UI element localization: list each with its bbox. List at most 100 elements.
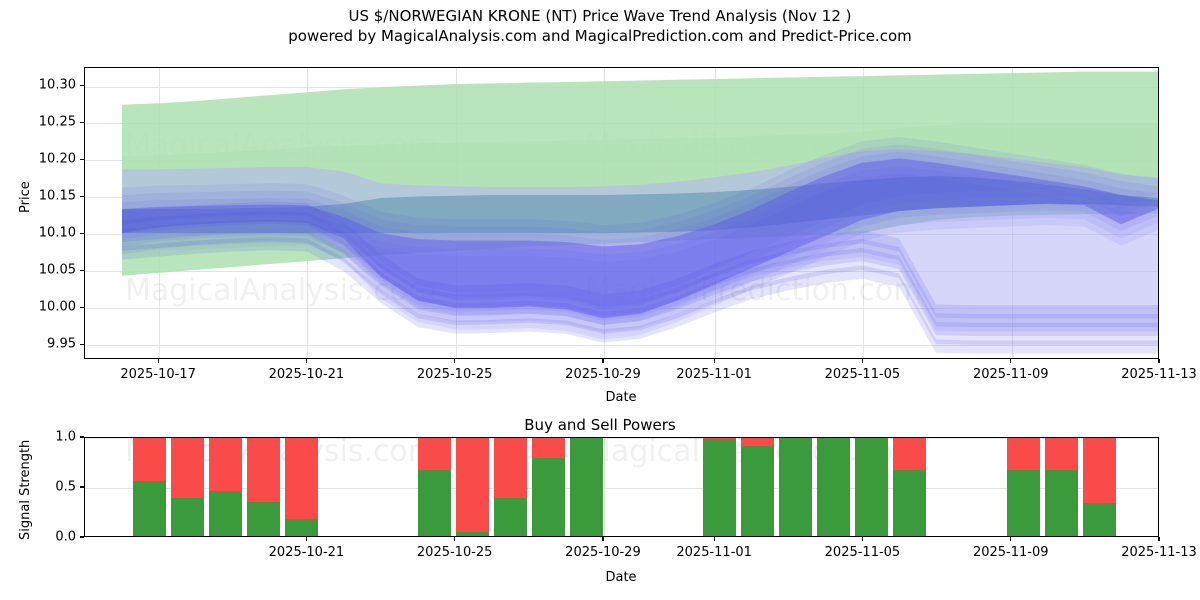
- price-y-tick-mark: [80, 343, 84, 345]
- price-x-tick-mark: [602, 359, 604, 363]
- signal-bar[interactable]: [456, 438, 489, 536]
- price-x-tick-mark: [305, 359, 307, 363]
- buy-power-segment: [1083, 503, 1116, 536]
- signal-y-tick-mark: [80, 436, 84, 438]
- price-y-tick-mark: [80, 121, 84, 124]
- sell-power-segment: [418, 438, 451, 470]
- sell-power-segment: [1083, 438, 1116, 503]
- signal-bar[interactable]: [703, 438, 736, 536]
- price-y-tick-mark: [80, 232, 84, 234]
- signal-bar[interactable]: [285, 438, 318, 536]
- signal-bar[interactable]: [532, 438, 565, 536]
- signal-gridline-h: [85, 488, 1158, 489]
- sell-power-segment: [494, 438, 527, 498]
- signal-y-tick-label: 1.0: [55, 429, 76, 445]
- price-wave-strand: [122, 137, 1158, 303]
- signal-x-tick-label: 2025-10-25: [416, 545, 493, 560]
- buy-power-segment: [171, 498, 204, 536]
- price-x-tick-mark: [861, 359, 864, 363]
- buy-power-segment: [456, 532, 489, 536]
- signal-y-tick-label: 0.5: [55, 479, 76, 495]
- price-wave-strand: [122, 144, 1158, 311]
- sell-power-segment: [209, 438, 242, 491]
- signal-x-tick-mark: [602, 537, 604, 541]
- sell-power-segment: [855, 437, 888, 438]
- buy-power-segment: [494, 498, 527, 536]
- price-wave-strand: [122, 201, 1158, 319]
- buy-power-segment: [779, 438, 812, 536]
- sell-power-segment: [285, 438, 318, 519]
- signal-bar[interactable]: [1083, 438, 1116, 536]
- price-x-tick-mark: [713, 359, 715, 363]
- signal-x-tick-label: 2025-10-21: [268, 545, 345, 560]
- price-band-area: [122, 158, 1158, 319]
- signal-bar[interactable]: [779, 438, 812, 536]
- signal-bar[interactable]: [855, 437, 888, 536]
- price-chart-plot-area: MagicalAnalysis.com MagicalPrediction.com…: [84, 67, 1159, 359]
- price-y-tick-mark: [80, 84, 84, 87]
- price-wave-strand: [122, 236, 1158, 354]
- signal-y-tick-mark: [80, 486, 84, 488]
- sell-power-segment: [247, 438, 280, 502]
- buy-power-segment: [209, 491, 242, 536]
- price-y-tick-label: 10.10: [38, 225, 76, 241]
- buy-power-segment: [741, 446, 774, 536]
- buy-power-segment: [817, 438, 850, 536]
- price-x-tick-mark: [454, 359, 456, 363]
- price-wave-bands: [122, 71, 1158, 354]
- sell-power-segment: [1007, 438, 1040, 470]
- price-band-area: [122, 175, 1158, 234]
- sell-power-segment: [133, 438, 166, 481]
- signal-x-tick-mark: [454, 537, 456, 541]
- signal-x-tick-mark: [1010, 537, 1012, 541]
- signal-x-tick-label: 2025-11-05: [824, 545, 901, 560]
- price-x-tick-label: 2025-10-25: [416, 367, 493, 382]
- signal-bar[interactable]: [1007, 438, 1040, 536]
- signal-x-axis-label: Date: [605, 570, 637, 585]
- price-wave-strand: [122, 210, 1158, 328]
- sell-power-segment: [703, 438, 736, 439]
- price-y-tick-mark: [80, 195, 84, 197]
- signal-bar[interactable]: [494, 438, 527, 536]
- signal-chart-title: Buy and Sell Powers: [524, 416, 676, 434]
- buy-power-segment: [133, 481, 166, 536]
- signal-x-tick-label: 2025-10-29: [565, 545, 641, 560]
- signal-bar[interactable]: [893, 438, 926, 536]
- sell-power-segment: [1045, 438, 1078, 470]
- price-wave-strand: [122, 151, 1158, 318]
- signal-bar[interactable]: [1045, 438, 1078, 536]
- signal-bar[interactable]: [418, 438, 451, 536]
- sell-power-segment: [456, 438, 489, 532]
- price-x-tick-label: 2025-11-01: [676, 367, 752, 382]
- signal-bar[interactable]: [171, 438, 204, 536]
- price-y-tick-label: 10.25: [38, 114, 76, 130]
- price-y-tick-label: 10.05: [38, 262, 76, 278]
- signal-bar[interactable]: [247, 438, 280, 536]
- signal-gridline-h: [85, 438, 1158, 439]
- signal-bar[interactable]: [741, 438, 774, 536]
- signal-bar[interactable]: [209, 438, 242, 536]
- price-wave-strand: [122, 166, 1158, 333]
- buy-power-segment: [703, 439, 736, 536]
- price-x-tick-mark: [1158, 359, 1160, 363]
- signal-bar[interactable]: [570, 438, 603, 536]
- price-y-tick-label: 9.95: [47, 336, 76, 352]
- page-title: US $/NORWEGIAN KRONE (NT) Price Wave Tre…: [0, 6, 1200, 46]
- signal-bar[interactable]: [133, 438, 166, 536]
- price-y-tick-label: 10.30: [38, 77, 76, 93]
- price-gridline-h: [85, 345, 1158, 347]
- signal-bar[interactable]: [817, 438, 850, 536]
- price-x-tick-mark: [157, 359, 159, 363]
- price-y-tick-mark: [80, 158, 84, 160]
- price-wave-strand: [122, 228, 1158, 345]
- price-x-tick-label: 2025-10-17: [120, 367, 196, 382]
- sell-power-segment: [741, 438, 774, 446]
- price-x-tick-label: 2025-11-09: [972, 367, 1049, 382]
- signal-x-tick-mark: [305, 537, 307, 541]
- price-x-tick-label: 2025-11-13: [1121, 367, 1197, 382]
- signal-x-tick-mark: [713, 537, 715, 541]
- price-x-tick-label: 2025-10-21: [268, 367, 345, 382]
- buy-power-segment: [418, 470, 451, 536]
